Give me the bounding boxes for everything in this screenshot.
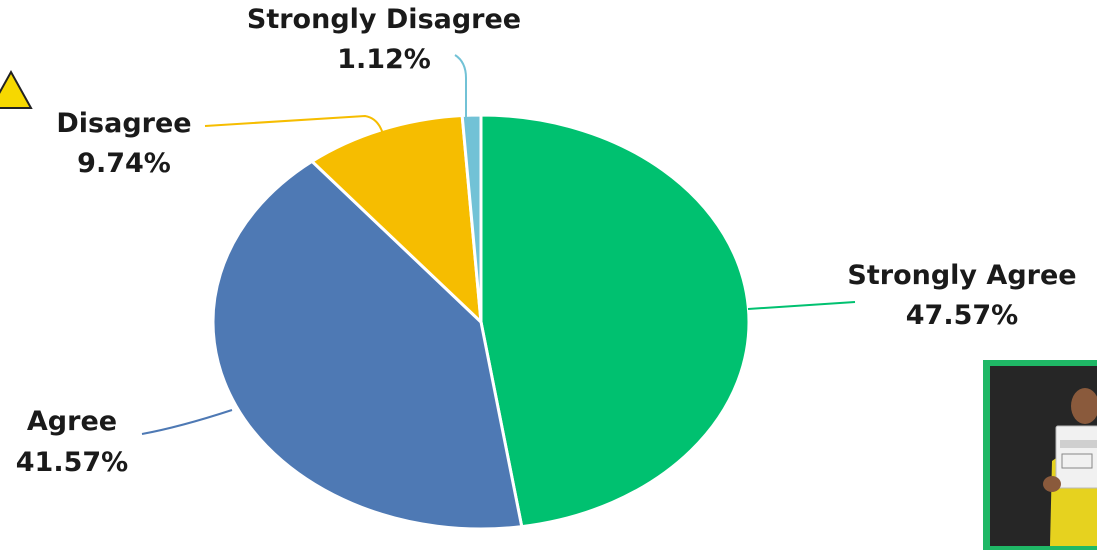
- pie-slices: [211, 113, 751, 531]
- photo-thumbnail: [983, 360, 1097, 550]
- label-agree-value: 41.57%: [16, 447, 128, 478]
- pie-slice-strongly-disagree: [460, 113, 483, 323]
- label-strongly-agree-name: Strongly Agree: [847, 260, 1076, 291]
- leader-line-strongly-disagree: [454, 54, 467, 120]
- pie-slice-agree: [211, 159, 524, 531]
- leader-line-strongly-agree: [747, 301, 856, 310]
- label-strongly-disagree-name: Strongly Disagree: [247, 4, 521, 35]
- label-disagree-name: Disagree: [56, 108, 191, 139]
- label-strongly-agree-value: 47.57%: [906, 300, 1018, 331]
- warning-triangle-icon: [0, 69, 33, 109]
- label-strongly-disagree-value: 1.12%: [337, 44, 431, 75]
- label-agree-name: Agree: [27, 406, 117, 437]
- person-photo: [990, 366, 1097, 546]
- pie-slice-strongly-agree: [479, 113, 751, 529]
- pie-slice-disagree: [309, 113, 483, 326]
- leader-line-disagree: [204, 114, 384, 135]
- leader-line-agree: [141, 409, 233, 435]
- pie-chart: Strongly Disagree 1.12% Disagree 9.74% S…: [16, 4, 1077, 531]
- label-disagree-value: 9.74%: [77, 148, 171, 179]
